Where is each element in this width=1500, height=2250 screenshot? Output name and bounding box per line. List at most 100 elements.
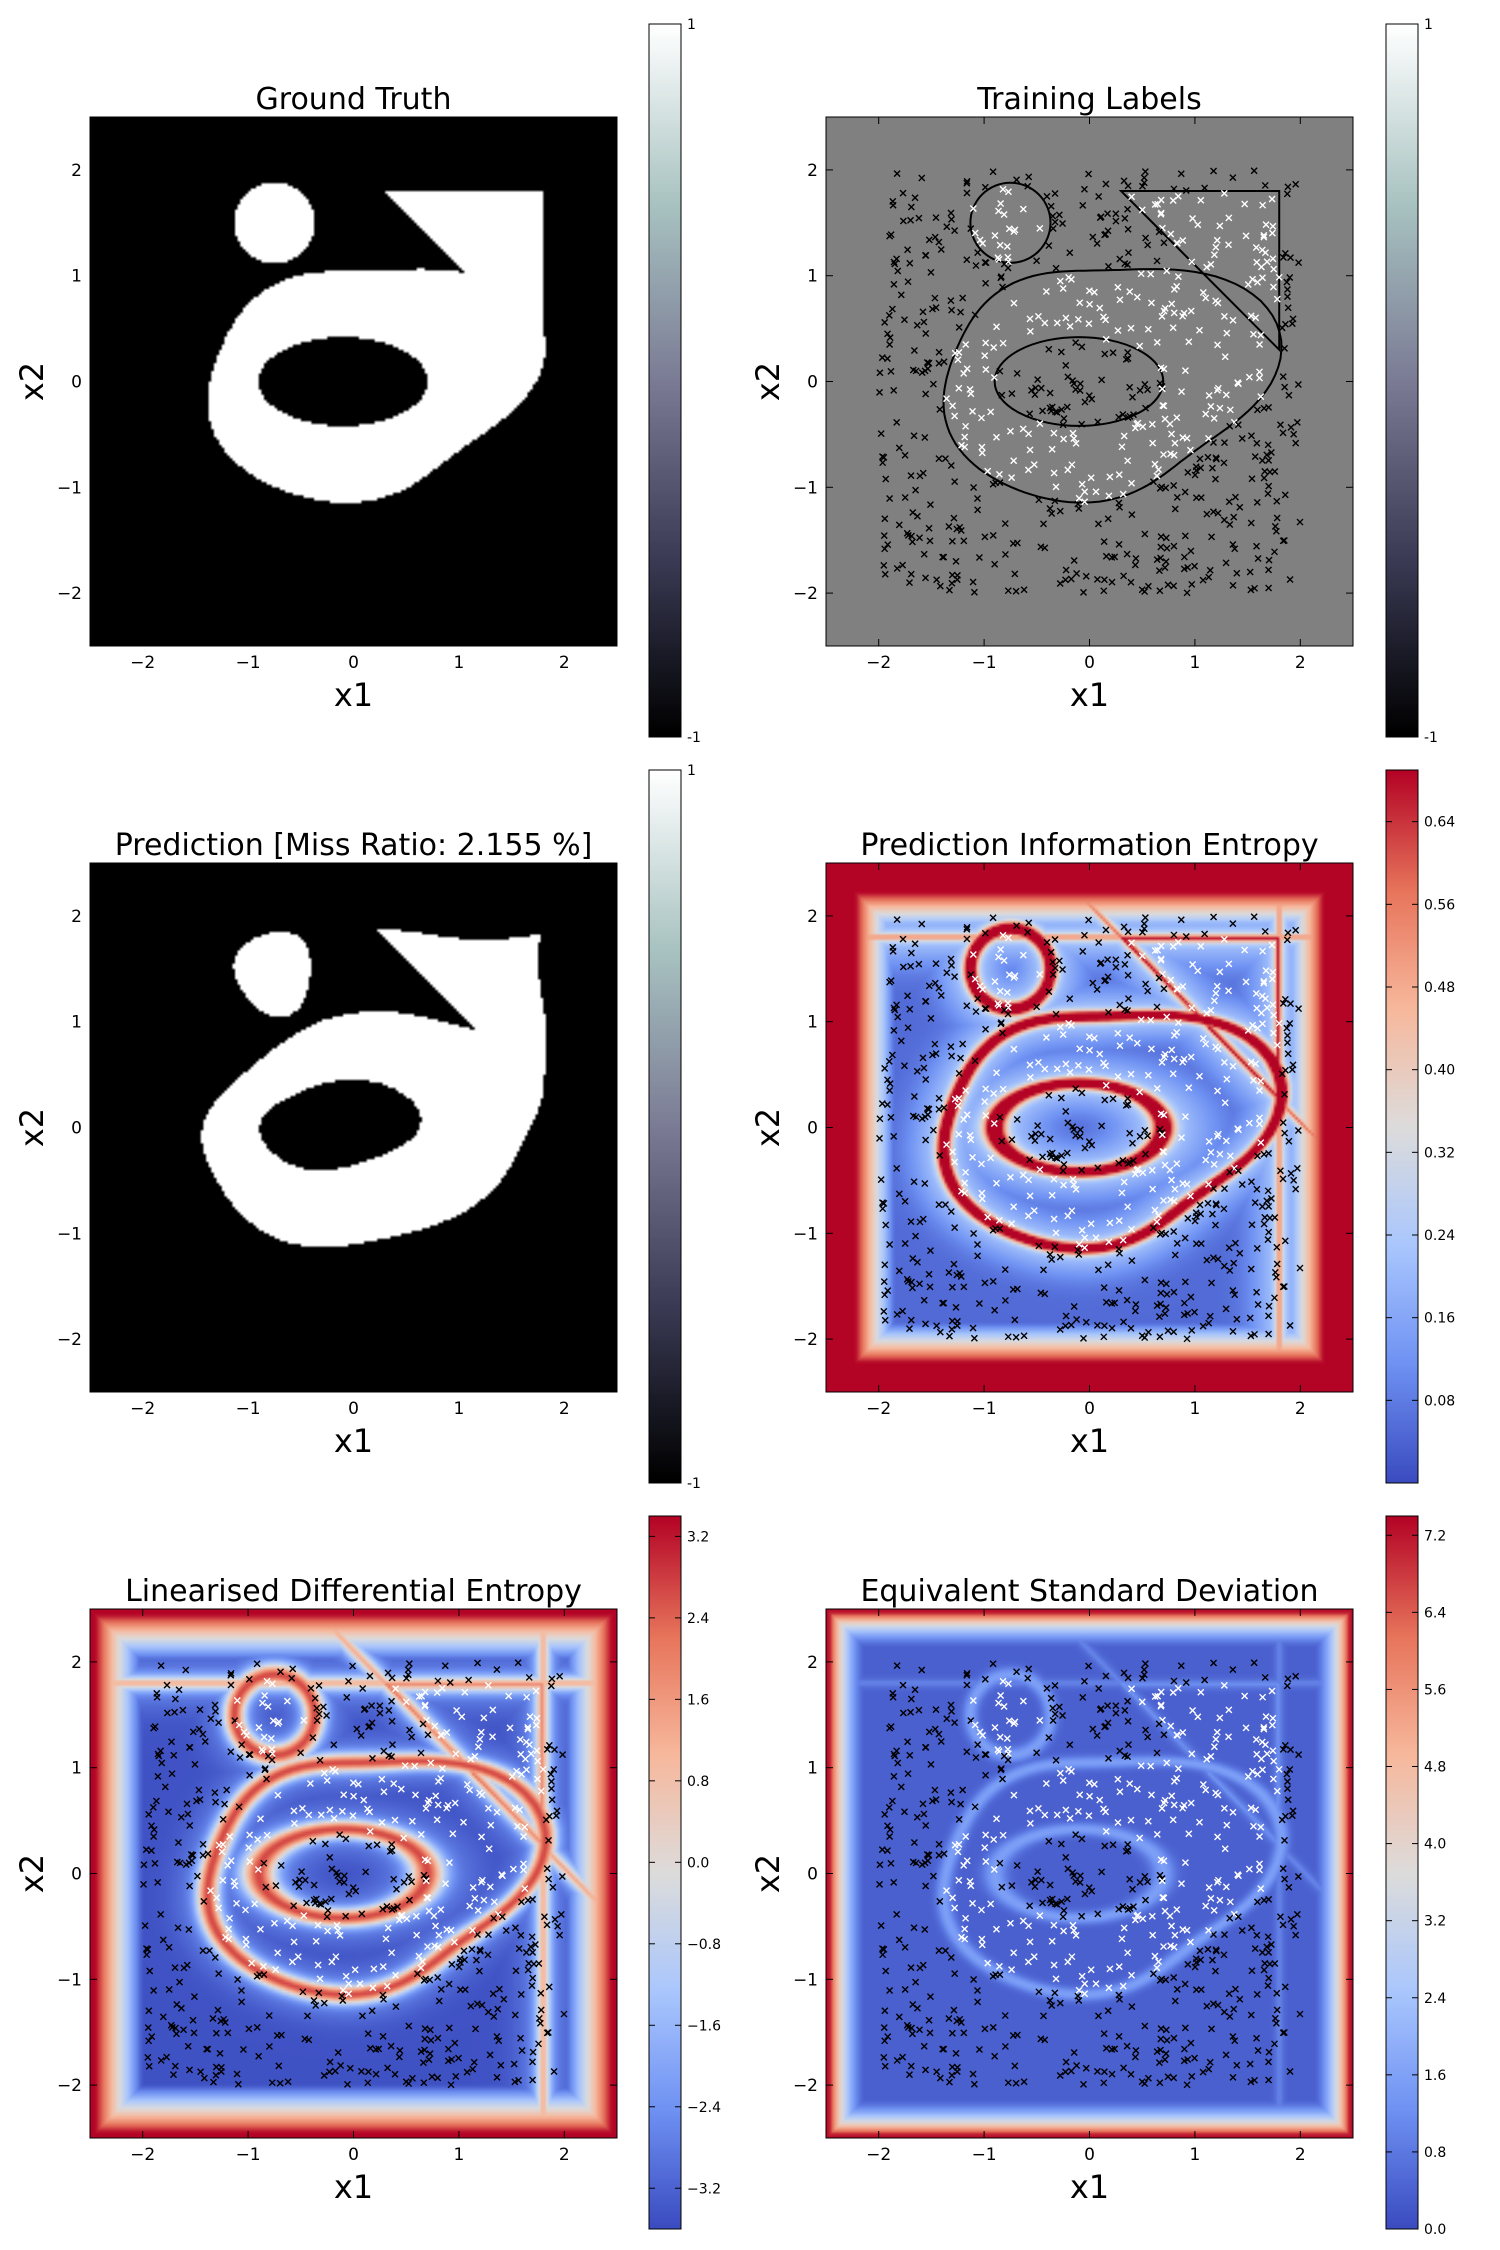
data-point (1281, 1090, 1289, 1098)
data-point (993, 323, 1001, 331)
data-point (1025, 919, 1033, 927)
data-point (884, 2033, 892, 2041)
colorbar-tick-label: 0.0 (687, 1855, 709, 1871)
data-point (1124, 928, 1132, 936)
colorbar-tick-label: 1 (687, 17, 696, 33)
data-point (974, 1741, 982, 1749)
data-point (1173, 1774, 1181, 1782)
data-point (885, 311, 893, 319)
data-point (1040, 1266, 1047, 1274)
data-point (954, 1102, 962, 1110)
data-point (982, 1831, 990, 1839)
data-point (1170, 931, 1178, 939)
data-point (1253, 1004, 1261, 1012)
colorbar-tick-label: 0.48 (1424, 980, 1455, 996)
colorbar-tick-label: 1.6 (1424, 2068, 1446, 2084)
data-point (1183, 589, 1191, 597)
data-point (1109, 1095, 1117, 1103)
data-point (1019, 1171, 1027, 1179)
data-point (899, 2053, 907, 2061)
data-point (1059, 1167, 1067, 1175)
data-point (1072, 1878, 1080, 1886)
data-point (1203, 510, 1211, 518)
data-point (366, 1672, 374, 1680)
data-point (1256, 1114, 1264, 1122)
data-point (1260, 1150, 1268, 1158)
data-point (474, 1659, 482, 1667)
data-point (992, 1925, 1000, 1933)
data-point (446, 1679, 454, 1687)
data-point (1076, 1872, 1084, 1880)
data-point (426, 2026, 434, 2034)
data-point (1112, 217, 1120, 225)
data-point (219, 1876, 227, 1884)
data-point (469, 1883, 477, 1891)
data-point (469, 1926, 477, 1934)
data-point (493, 1808, 501, 1816)
data-point (182, 1861, 190, 1869)
data-point (1292, 926, 1300, 934)
data-point (1188, 1004, 1196, 1012)
data-point (1267, 1195, 1275, 1203)
data-point (1201, 1676, 1209, 1684)
data-point (1039, 407, 1047, 415)
data-point (1225, 1244, 1233, 1252)
data-point (213, 1894, 221, 1902)
data-point (385, 1706, 393, 1714)
data-point (933, 1322, 941, 1330)
data-point (1104, 1719, 1112, 1727)
data-point (1260, 233, 1268, 241)
data-point (301, 1876, 309, 1884)
data-point (1094, 520, 1102, 528)
data-point (1010, 1045, 1018, 1053)
data-point (1279, 2029, 1287, 2037)
data-point (535, 1960, 543, 1968)
data-point (1053, 1811, 1061, 1819)
data-point (1080, 185, 1088, 193)
data-point (1214, 341, 1222, 349)
data-point (922, 1320, 930, 1328)
data-point (1124, 1905, 1132, 1913)
data-point (267, 1735, 275, 1743)
data-point (1294, 1127, 1302, 1135)
data-point (150, 1826, 158, 1834)
data-point (1284, 1796, 1292, 1804)
data-point (268, 2079, 276, 2087)
data-point (995, 1962, 1003, 1970)
data-point (1112, 963, 1120, 971)
data-point (1270, 1757, 1278, 1765)
data-point (209, 2078, 217, 2086)
data-point (881, 2062, 889, 2070)
data-point (263, 1775, 270, 1783)
data-point (167, 2021, 175, 2029)
data-point (1072, 439, 1080, 447)
data-point (305, 1811, 313, 1819)
data-point (1264, 441, 1272, 449)
data-point (1263, 1004, 1271, 1012)
data-point (1033, 1003, 1041, 1011)
data-point (1279, 1745, 1287, 1753)
data-point (1262, 1713, 1270, 1721)
data-point (978, 414, 985, 422)
data-point (959, 1786, 967, 1794)
data-point (1279, 429, 1287, 437)
data-point (1104, 210, 1112, 218)
data-point (380, 1995, 388, 2003)
data-point (1095, 1685, 1103, 1693)
data-point (1252, 1806, 1260, 1814)
data-point (424, 1731, 432, 1739)
data-point (1265, 2048, 1273, 2056)
data-point (1104, 515, 1112, 523)
data-point (1179, 1179, 1187, 1187)
data-point (1037, 1876, 1045, 1884)
data-point (963, 1002, 971, 1010)
data-point (904, 1024, 912, 1032)
data-point (1104, 973, 1112, 981)
data-point (295, 1883, 303, 1891)
data-point (368, 1719, 376, 1727)
data-point (951, 1719, 959, 1727)
data-point (1124, 354, 1132, 362)
data-point (364, 2068, 372, 2076)
data-point (505, 1692, 513, 1700)
data-point (950, 514, 958, 522)
